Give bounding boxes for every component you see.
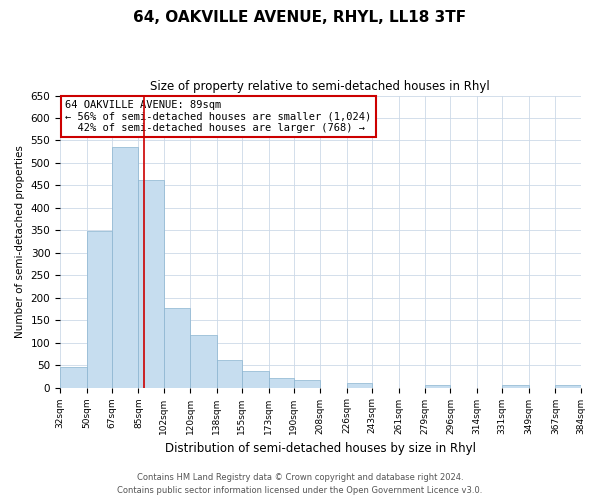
Bar	[293, 380, 320, 388]
Bar	[86, 231, 112, 388]
Bar	[347, 383, 372, 388]
Bar	[60, 367, 86, 388]
Text: 64 OAKVILLE AVENUE: 89sqm
← 56% of semi-detached houses are smaller (1,024)
  42: 64 OAKVILLE AVENUE: 89sqm ← 56% of semi-…	[65, 100, 371, 133]
Bar	[269, 378, 293, 388]
Bar	[164, 308, 190, 388]
Bar	[112, 147, 139, 388]
Bar	[425, 386, 451, 388]
Y-axis label: Number of semi-detached properties: Number of semi-detached properties	[15, 145, 25, 338]
Bar	[217, 360, 242, 388]
Text: 64, OAKVILLE AVENUE, RHYL, LL18 3TF: 64, OAKVILLE AVENUE, RHYL, LL18 3TF	[133, 10, 467, 25]
Title: Size of property relative to semi-detached houses in Rhyl: Size of property relative to semi-detach…	[151, 80, 490, 93]
Bar	[139, 180, 164, 388]
Bar	[190, 334, 217, 388]
Bar	[242, 372, 269, 388]
X-axis label: Distribution of semi-detached houses by size in Rhyl: Distribution of semi-detached houses by …	[165, 442, 476, 455]
Bar	[556, 386, 581, 388]
Bar	[502, 386, 529, 388]
Text: Contains HM Land Registry data © Crown copyright and database right 2024.
Contai: Contains HM Land Registry data © Crown c…	[118, 474, 482, 495]
